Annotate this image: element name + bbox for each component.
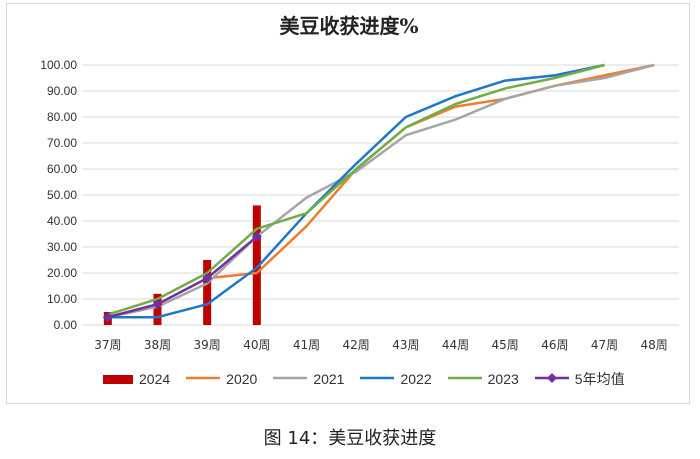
legend-line-swatch xyxy=(360,371,395,387)
x-tick-label: 39周 xyxy=(194,338,221,352)
x-tick-label: 45周 xyxy=(492,338,519,352)
legend-label: 2022 xyxy=(400,371,432,387)
y-tick-label: 10.00 xyxy=(47,292,77,306)
legend-item: 5年均值 xyxy=(534,369,625,389)
legend-line-swatch xyxy=(534,371,569,387)
x-tick-label: 44周 xyxy=(442,338,469,352)
point-marker xyxy=(202,273,213,284)
legend: 2024 2020 2021 2022 2023 5年均值 xyxy=(103,369,641,389)
legend-label: 2020 xyxy=(226,371,258,387)
x-tick-label: 41周 xyxy=(293,338,320,352)
chart-title: 美豆收获进度% xyxy=(279,14,419,38)
legend-label: 5年均值 xyxy=(574,371,625,387)
y-tick-label: 50.00 xyxy=(47,188,77,202)
y-tick-label: 80.00 xyxy=(47,110,77,124)
bar-2024 xyxy=(252,205,261,325)
x-tick-label: 37周 xyxy=(94,338,121,352)
x-tick-label: 40周 xyxy=(243,338,270,352)
x-tick-label: 43周 xyxy=(392,338,419,352)
legend-item: 2024 xyxy=(103,371,170,387)
bar-2024 xyxy=(203,260,212,325)
legend-line-swatch xyxy=(186,371,221,387)
legend-item: 2022 xyxy=(360,371,432,387)
series-line-2023 xyxy=(107,63,605,316)
series-line-5年均值 xyxy=(107,235,258,319)
point-marker xyxy=(251,231,262,242)
x-tick-label: 42周 xyxy=(343,338,370,352)
y-tick-label: 70.00 xyxy=(47,136,77,150)
y-tick-label: 100.00 xyxy=(40,58,77,72)
point-marker xyxy=(152,299,163,310)
figure-caption: 图 14：美豆收获进度 xyxy=(263,428,437,449)
y-tick-label: 90.00 xyxy=(47,84,77,98)
x-tick-label: 47周 xyxy=(591,338,618,352)
series-line-2021 xyxy=(107,63,655,319)
y-tick-label: 30.00 xyxy=(47,240,77,254)
y-tick-label: 40.00 xyxy=(47,214,77,228)
legend-label: 2021 xyxy=(313,371,345,387)
legend-label: 2024 xyxy=(139,371,171,387)
legend-line-swatch xyxy=(447,371,482,387)
legend-item: 2021 xyxy=(273,371,344,387)
x-tick-label: 38周 xyxy=(144,338,171,352)
legend-label: 2023 xyxy=(487,371,519,387)
point-marker xyxy=(102,312,113,323)
y-tick-label: 20.00 xyxy=(47,266,77,280)
bar-2024 xyxy=(153,293,162,325)
plot-area: 0.00 10.00 20.00 30.00 40.00 50.00 60.00 70.00 8… xyxy=(40,58,679,352)
series-line-2022 xyxy=(107,63,605,319)
x-tick-label: 46周 xyxy=(541,338,568,352)
legend-bar-swatch xyxy=(103,374,133,384)
legend-line-swatch xyxy=(273,371,308,387)
x-tick-label: 48周 xyxy=(641,338,668,352)
y-tick-label: 60.00 xyxy=(47,162,77,176)
series-line-2020 xyxy=(107,63,655,319)
legend-item: 2020 xyxy=(186,371,257,387)
chart-frame: 美豆收获进度% 0.00 10.00 20.00 30.00 40.00 50.00 60.… xyxy=(6,3,690,404)
legend-item: 2023 xyxy=(447,371,519,387)
y-tick-label: 0.00 xyxy=(54,318,78,332)
